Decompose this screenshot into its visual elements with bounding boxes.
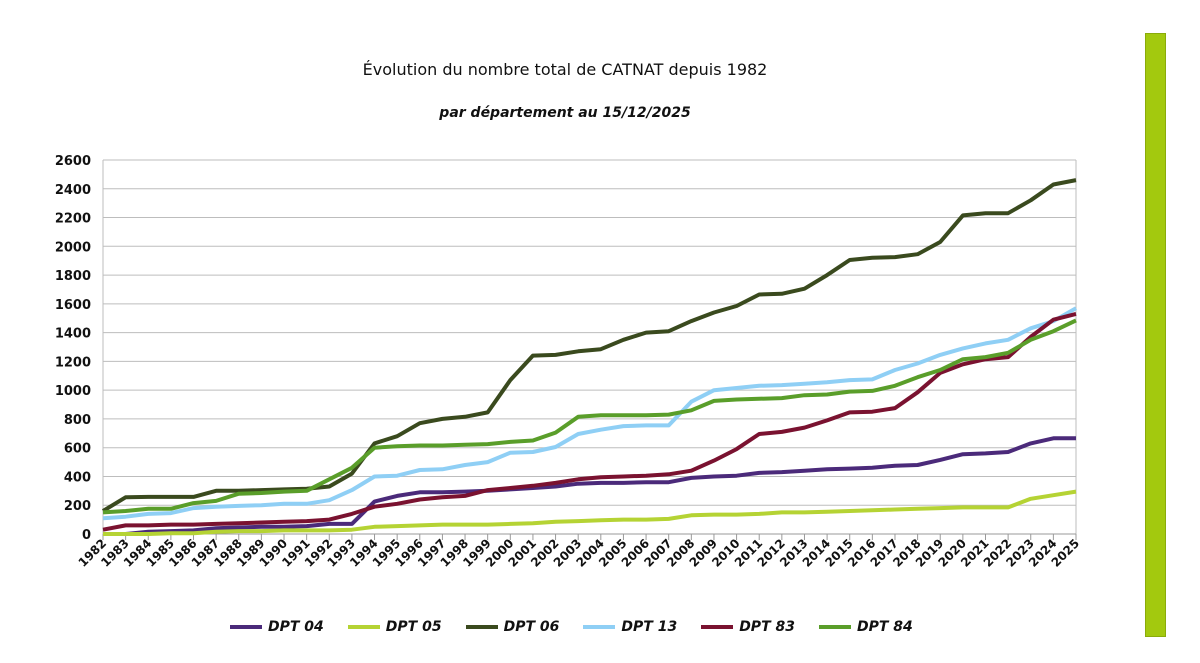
- y-tick-label: 200: [64, 499, 91, 514]
- y-tick-label: 2400: [55, 183, 91, 198]
- legend-item: DPT 04: [230, 619, 324, 635]
- legend-item: DPT 84: [818, 619, 913, 635]
- y-tick-label: 2000: [55, 240, 91, 255]
- legend-label: DPT 04: [268, 619, 324, 635]
- y-tick-label: 600: [64, 442, 91, 457]
- y-tick-label: 0: [82, 528, 91, 543]
- legend-swatch: [701, 625, 734, 629]
- legend-swatch: [230, 625, 262, 629]
- legend-item: DPT 06: [465, 619, 560, 635]
- legend-label: DPT 83: [739, 619, 795, 635]
- legend-item: DPT 05: [347, 619, 442, 635]
- line-chart: 0 200 400 600 800 1000 1200 1400 1600 1800 2000 220…: [55, 154, 1082, 570]
- y-tick-label: 2200: [55, 212, 91, 227]
- series-line-dpt-83: [102, 311, 1077, 532]
- legend-swatch: [465, 625, 498, 629]
- series-line-dpt-84: [102, 318, 1077, 515]
- y-tick-label: 1200: [55, 355, 91, 370]
- y-tick-label: 1400: [55, 327, 91, 342]
- legend-swatch: [818, 625, 851, 629]
- legend-label: DPT 05: [385, 619, 442, 635]
- series-line-dpt-06: [101, 178, 1077, 513]
- y-tick-label: 2600: [55, 154, 91, 169]
- legend-label: DPT 13: [621, 619, 678, 635]
- legend-item: DPT 13: [583, 619, 677, 635]
- y-tick-label: 1600: [55, 298, 91, 313]
- y-tick-label: 1000: [55, 384, 91, 399]
- side-accent-bar: [1145, 33, 1166, 637]
- y-tick-label: 800: [64, 413, 91, 428]
- legend-swatch: [347, 625, 380, 629]
- legend-item: DPT 83: [701, 619, 795, 635]
- series-line-dpt-05: [103, 489, 1077, 536]
- chart-title: Évolution du nombre total de CATNAT depu…: [362, 60, 768, 79]
- chart-subtitle: par département au 15/12/2025: [439, 105, 691, 121]
- legend-label: DPT 06: [503, 619, 560, 635]
- legend-swatch: [583, 625, 616, 629]
- y-tick-label: 400: [64, 470, 91, 485]
- series-line-dpt-04: [103, 436, 1076, 536]
- y-tick-label: 1800: [55, 269, 91, 284]
- legend: DPT 04 DPT 05 DPT 06 DPT 13 DPT 83 DPT 84: [230, 619, 913, 635]
- legend-label: DPT 84: [856, 619, 913, 635]
- series-line-dpt-13: [102, 306, 1077, 521]
